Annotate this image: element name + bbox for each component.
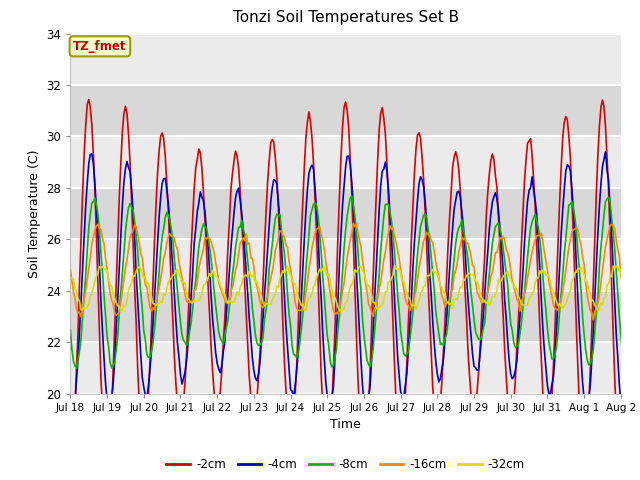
Bar <box>70 136 621 188</box>
Text: TZ_fmet: TZ_fmet <box>73 40 127 53</box>
Bar <box>70 34 621 85</box>
Legend: -2cm, -4cm, -8cm, -16cm, -32cm: -2cm, -4cm, -8cm, -16cm, -32cm <box>162 454 529 476</box>
Title: Tonzi Soil Temperatures Set B: Tonzi Soil Temperatures Set B <box>232 11 459 25</box>
Y-axis label: Soil Temperature (C): Soil Temperature (C) <box>28 149 41 278</box>
X-axis label: Time: Time <box>330 418 361 431</box>
Bar <box>70 240 621 291</box>
Bar <box>70 342 621 394</box>
